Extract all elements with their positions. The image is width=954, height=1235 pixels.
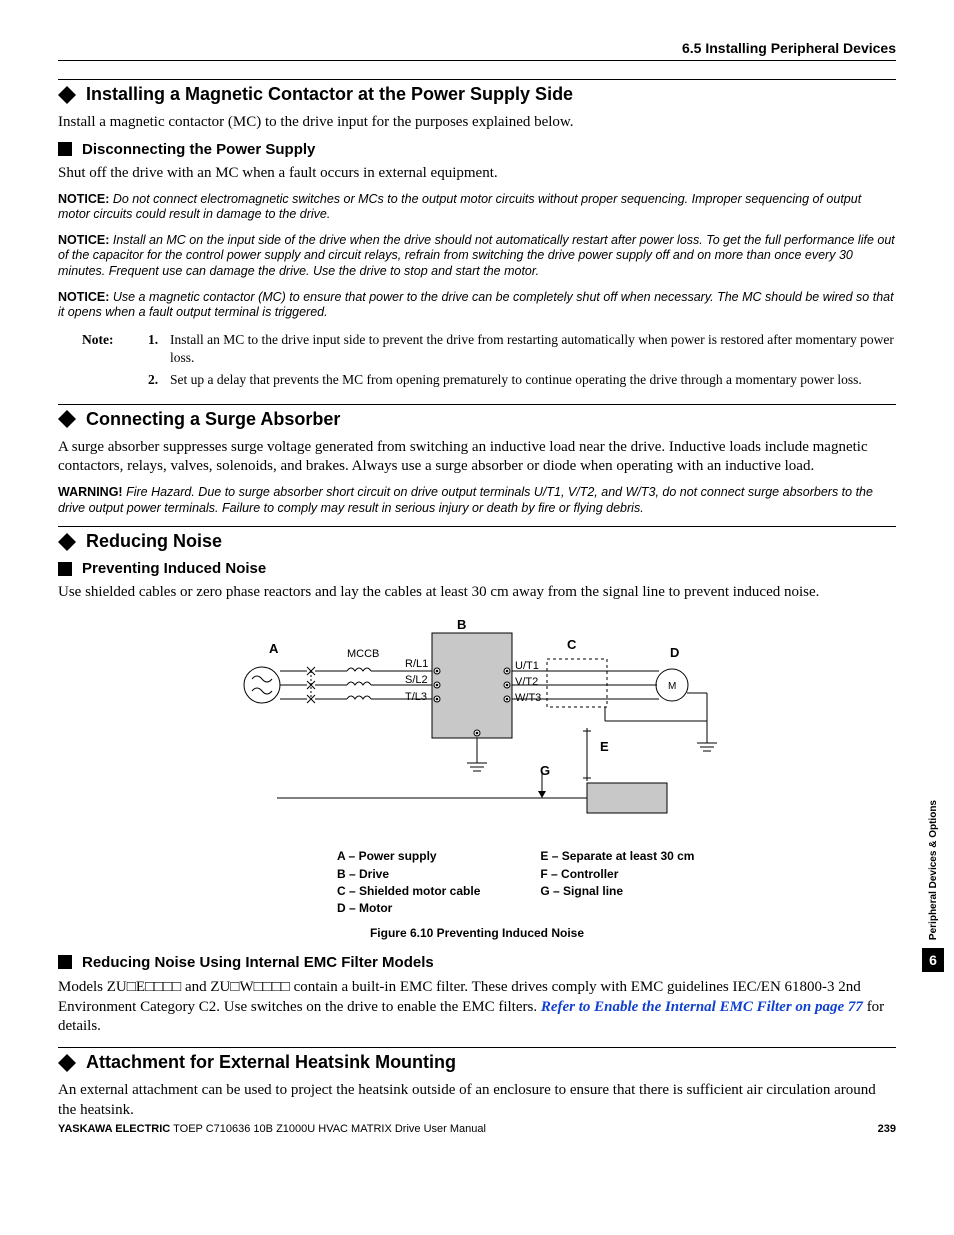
legend-right: E – Separate at least 30 cm F – Controll…	[540, 848, 694, 918]
svg-text:A: A	[269, 641, 279, 656]
square-bullet-icon	[58, 142, 72, 156]
sub1-text: Shut off the drive with an MC when a fau…	[58, 164, 896, 184]
h1-heatsink: Attachment for External Heatsink Mountin…	[58, 1052, 896, 1073]
diamond-icon	[58, 1054, 76, 1072]
square-bullet-icon	[58, 955, 72, 969]
svg-text:B: B	[457, 617, 466, 632]
diamond-icon	[58, 533, 76, 551]
svg-text:T/L3: T/L3	[405, 691, 427, 703]
diamond-icon	[58, 86, 76, 104]
figure-6-10: A B C D E G F MCCB R/L1 S/L2 T/L3	[207, 613, 747, 940]
svg-text:C: C	[567, 637, 577, 652]
notice-2: NOTICE: Install an MC on the input side …	[58, 233, 896, 280]
rule	[58, 404, 896, 405]
sec3-sub1-text: Use shielded cables or zero phase reacto…	[58, 583, 896, 603]
figure-caption: Figure 6.10 Preventing Induced Noise	[207, 926, 747, 940]
page-header: 6.5 Installing Peripheral Devices	[58, 40, 896, 61]
header-section: 6.5 Installing Peripheral Devices	[682, 40, 896, 56]
square-bullet-icon	[58, 562, 72, 576]
note-block: Note: 1.Install an MC to the drive input…	[82, 331, 896, 394]
chapter-tab: Peripheral Devices & Options 6	[922, 800, 944, 972]
sec4-body: An external attachment can be used to pr…	[58, 1081, 896, 1121]
svg-text:MCCB: MCCB	[347, 648, 379, 660]
svg-text:S/L2: S/L2	[405, 674, 428, 686]
diagram-svg: A B C D E G F MCCB R/L1 S/L2 T/L3	[207, 613, 747, 833]
page-footer: YASKAWA ELECTRIC TOEP C710636 10B Z1000U…	[58, 1123, 896, 1135]
diamond-icon	[58, 410, 76, 428]
legend-left: A – Power supply B – Drive C – Shielded …	[337, 848, 480, 918]
h1-surge: Connecting a Surge Absorber	[58, 409, 896, 430]
sec2-body: A surge absorber suppresses surge voltag…	[58, 438, 896, 478]
h1-magnetic-contactor: Installing a Magnetic Contactor at the P…	[58, 84, 896, 105]
svg-text:U/T1: U/T1	[515, 660, 539, 672]
svg-text:W/T3: W/T3	[515, 692, 541, 704]
h1-reducing-noise: Reducing Noise	[58, 531, 896, 552]
rule	[58, 1047, 896, 1048]
svg-text:R/L1: R/L1	[405, 658, 428, 670]
svg-text:E: E	[600, 739, 609, 754]
notice-1: NOTICE: Do not connect electromagnetic s…	[58, 192, 896, 223]
rule	[58, 79, 896, 80]
emc-text: Models ZU□E□□□□ and ZU□W□□□□ contain a b…	[58, 977, 896, 1037]
link-emc-filter[interactable]: Refer to Enable the Internal EMC Filter …	[541, 999, 863, 1015]
intro-text: Install a magnetic contactor (MC) to the…	[58, 113, 896, 133]
h2-disconnecting: Disconnecting the Power Supply	[58, 141, 896, 158]
svg-text:V/T2: V/T2	[515, 676, 538, 688]
svg-text:D: D	[670, 645, 679, 660]
h2-emc-filter: Reducing Noise Using Internal EMC Filter…	[58, 954, 896, 971]
h2-preventing: Preventing Induced Noise	[58, 560, 896, 577]
svg-text:M: M	[668, 681, 676, 692]
rule	[58, 526, 896, 527]
notice-3: NOTICE: Use a magnetic contactor (MC) to…	[58, 290, 896, 321]
figure-legend: A – Power supply B – Drive C – Shielded …	[337, 848, 747, 918]
warning-surge: WARNING! Fire Hazard. Due to surge absor…	[58, 485, 896, 516]
